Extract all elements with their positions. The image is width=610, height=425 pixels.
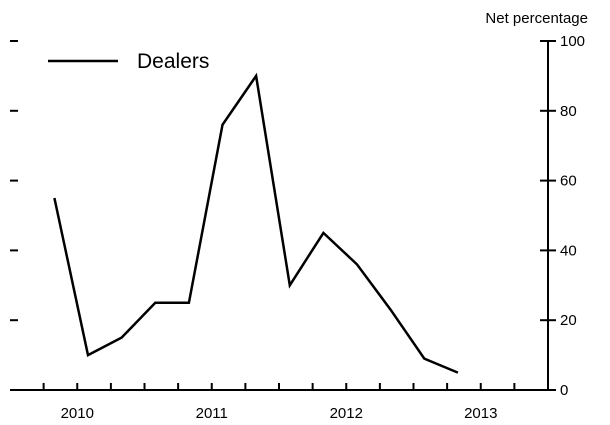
legend: Dealers [48,50,209,73]
y-tick-label: 80 [560,103,577,120]
y-axis-label: Net percentage [485,10,588,27]
y-tick-label: 0 [560,382,568,399]
x-axis-ticks: 2010 2011 2012 2013 [42,383,516,422]
x-tick-label: 2012 [330,405,363,422]
x-tick-label: 2013 [464,405,497,422]
y-tick-label: 60 [560,173,577,190]
y-axis-ticks: 0 20 40 60 80 100 [10,33,585,399]
y-tick-label: 100 [560,33,585,50]
series-line-dealers [53,72,459,374]
legend-label-dealers: Dealers [137,50,209,73]
x-tick-label: 2010 [61,405,94,422]
x-tick-label: 2011 [196,405,228,422]
y-tick-label: 20 [560,312,577,329]
series-group [53,72,459,374]
y-tick-label: 40 [560,242,577,259]
